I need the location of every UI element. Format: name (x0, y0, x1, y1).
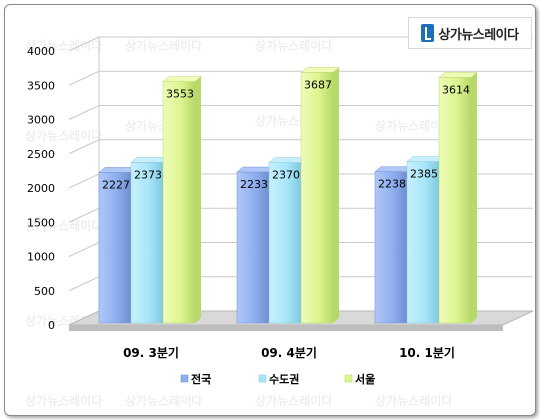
y-tick-label: 1500 (27, 216, 55, 229)
data-label: 2373 (134, 168, 162, 181)
bars-layer (98, 67, 478, 324)
x-tick-label: 09. 4분기 (261, 345, 317, 360)
bar (162, 81, 196, 324)
chart-floor-edge (69, 325, 503, 331)
watermark-text: 상가뉴스레이다 (375, 118, 452, 133)
y-tick-label: 3500 (27, 79, 55, 92)
data-label: 3687 (304, 78, 332, 91)
bar (300, 72, 334, 324)
watermark-text: 상가뉴스레이다 (25, 218, 102, 233)
legend-label: 전국 (191, 372, 211, 386)
watermark-text: 상가뉴스레이다 (125, 38, 202, 53)
y-tick-label: 3000 (27, 114, 55, 127)
bar (374, 171, 408, 324)
bar (438, 77, 472, 324)
legend-swatch (180, 374, 189, 383)
y-tick-label: 4000 (27, 45, 55, 58)
watermark-text: 상가뉴스레이다 (375, 393, 452, 408)
brand-logo: 상가뉴스레이다 (408, 17, 532, 49)
watermark-text: 상가뉴스레이다 (255, 38, 332, 53)
y-tick-label: 1000 (27, 251, 55, 264)
logo-icon (421, 24, 435, 42)
logo-text: 상가뉴스레이다 (438, 27, 519, 43)
bar (130, 162, 164, 324)
watermark-text: 상가뉴스레이다 (25, 128, 102, 143)
chart-frame: 상가뉴스레이다 상가뉴스레이다 상가뉴스레이다 상가뉴스레이다 상가뉴스레이다 상가뉴스레… (4, 4, 536, 416)
bar-side (195, 76, 201, 323)
legend-label: 수도권 (269, 373, 299, 386)
y-tick-label: 0 (48, 319, 55, 332)
labels-layer: 2227 2373 3553 09. 3분기 2233 2370 3687 09. 4분기 22… (102, 78, 470, 360)
data-label: 3553 (166, 88, 194, 101)
bar-top (162, 76, 202, 82)
data-label: 2233 (240, 178, 268, 191)
bar (268, 162, 302, 324)
watermark-text: 상가뉴스레이다 (125, 393, 202, 408)
data-label: 2370 (272, 169, 300, 182)
watermark-text: 상가뉴스레이다 (255, 393, 332, 408)
y-tick-label: 2000 (27, 182, 55, 195)
legend: 전국 수도권 서울 (180, 372, 375, 386)
x-tick-label: 09. 3분기 (123, 345, 179, 360)
legend-swatch (344, 374, 353, 383)
data-label: 2227 (102, 178, 130, 191)
legend-label: 서울 (355, 372, 375, 386)
data-label: 2385 (410, 168, 438, 181)
bar-top (300, 67, 340, 73)
bar (236, 171, 270, 324)
bar-side (333, 67, 339, 324)
y-tick-label: 500 (34, 285, 55, 298)
bar (98, 172, 132, 324)
legend-swatch (258, 374, 267, 383)
data-label: 3614 (442, 83, 470, 96)
y-tick-label: 2500 (27, 148, 55, 161)
bar-top (438, 72, 478, 78)
bar-side (471, 72, 477, 323)
watermark-text: 상가뉴스레이다 (25, 393, 102, 408)
data-label: 2238 (378, 178, 406, 191)
x-tick-label: 10. 1분기 (399, 345, 455, 360)
watermark-text: 상가뉴스레이다 (25, 38, 102, 53)
bar (406, 161, 440, 324)
